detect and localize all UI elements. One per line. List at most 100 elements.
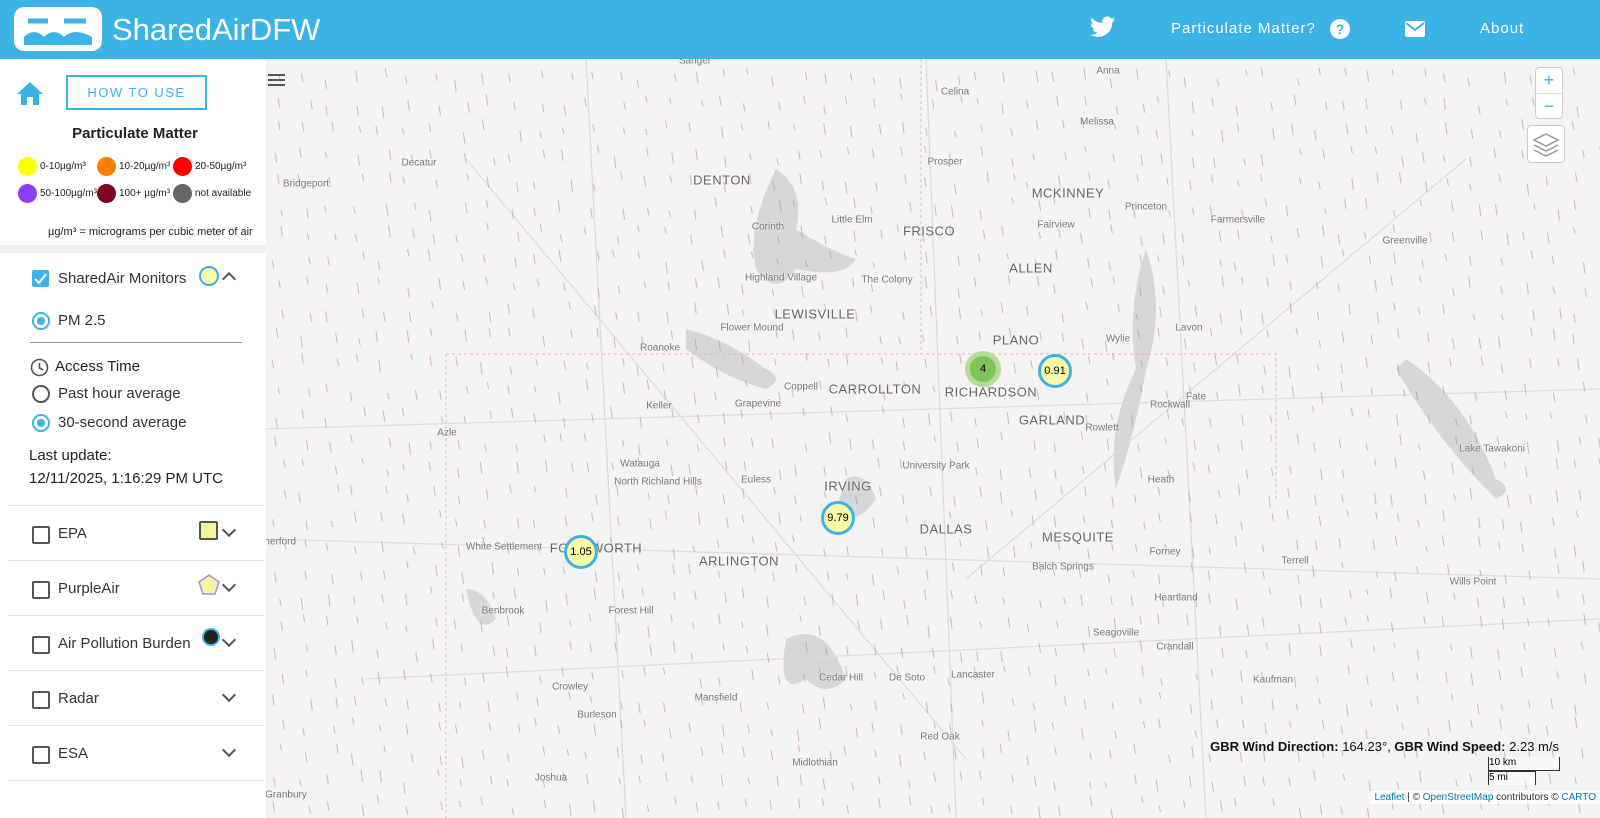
checkbox[interactable] xyxy=(32,581,50,599)
layers-control[interactable] xyxy=(1527,125,1565,163)
map[interactable]: Sanger Anna Celina Melissa Decatur Prosper DEN… xyxy=(266,59,1600,818)
wind-arrow xyxy=(331,121,334,132)
wind-arrow xyxy=(753,562,756,573)
option-label[interactable]: 30-second average xyxy=(58,414,187,431)
wind-arrow xyxy=(306,233,310,240)
wind-arrow xyxy=(690,234,693,245)
layer-label[interactable]: Radar xyxy=(58,690,99,707)
wind-arrow xyxy=(1478,204,1482,217)
wind-arrow xyxy=(1039,600,1042,609)
wind-arrow xyxy=(1364,125,1368,134)
brand[interactable]: SharedAirDFW xyxy=(112,12,321,47)
checkbox[interactable] xyxy=(32,691,50,709)
wind-arrow xyxy=(1584,288,1588,298)
wind-arrow xyxy=(1299,595,1302,607)
mail-icon[interactable] xyxy=(1405,21,1425,37)
wind-arrow xyxy=(766,596,769,608)
wind-arrow xyxy=(821,180,825,191)
wind-arrow xyxy=(1104,668,1108,675)
wind-arrow xyxy=(325,383,328,392)
wind-arrow xyxy=(1571,121,1575,130)
wind-arrow xyxy=(1103,463,1107,472)
monitor-marker[interactable]: 4 xyxy=(965,351,1001,387)
wind-arrow xyxy=(745,68,749,75)
wind-arrow xyxy=(900,93,903,100)
menu-icon[interactable] xyxy=(266,71,288,89)
wind-arrow xyxy=(1182,800,1186,808)
option-label[interactable]: Past hour average xyxy=(58,385,181,402)
checkbox[interactable] xyxy=(32,636,50,654)
checkbox[interactable] xyxy=(32,526,50,544)
layer-label[interactable]: ESA xyxy=(58,745,89,762)
nav-link[interactable]: Particulate Matter? xyxy=(1171,20,1316,37)
wind-arrow xyxy=(981,719,984,727)
link[interactable]: Leaflet xyxy=(1374,792,1405,803)
how-to-use-button[interactable]: HOW TO USE xyxy=(66,75,207,110)
wind-arrow xyxy=(1158,805,1161,813)
wind-arrow xyxy=(1192,157,1195,169)
wind-arrow xyxy=(1313,442,1316,452)
wind-arrow xyxy=(1553,647,1557,658)
zoom-in[interactable]: + xyxy=(1536,68,1562,94)
wind-arrow xyxy=(845,413,848,422)
wind-arrow xyxy=(1000,651,1003,662)
layer-label[interactable]: PurpleAir xyxy=(58,580,120,597)
expand-icon[interactable] xyxy=(221,632,237,648)
radio-checked[interactable] xyxy=(32,414,50,432)
wind-arrow xyxy=(1263,365,1266,375)
wind-arrow xyxy=(592,124,595,133)
checkbox[interactable] xyxy=(32,746,50,764)
wind-arrow xyxy=(927,625,930,638)
legend-label: 50-100µg/m³ xyxy=(40,188,97,199)
layer-label[interactable]: EPA xyxy=(58,525,87,542)
wind-arrow xyxy=(543,434,546,443)
wind-arrow xyxy=(1289,720,1292,728)
wind-arrow xyxy=(438,702,441,712)
wind-arrow xyxy=(1156,95,1160,103)
radio[interactable] xyxy=(32,385,50,403)
wind-arrow xyxy=(1181,418,1185,426)
monitor-marker[interactable]: 0.91 xyxy=(1038,354,1072,388)
wind-arrow xyxy=(791,389,795,398)
collapse-icon[interactable] xyxy=(221,271,237,287)
nav-link[interactable]: About xyxy=(1480,20,1525,37)
wind-arrow xyxy=(802,407,805,416)
link[interactable]: CARTO xyxy=(1561,792,1596,803)
place-label: CARROLLTON xyxy=(828,381,922,397)
wind-arrow xyxy=(1110,413,1113,421)
layer-label[interactable]: Air Pollution Burden xyxy=(58,635,191,652)
layer-label[interactable]: SharedAir Monitors xyxy=(58,270,187,287)
monitor-marker[interactable]: 9.79 xyxy=(821,501,855,535)
checkbox-checked[interactable] xyxy=(32,270,49,287)
wind-arrow xyxy=(1520,667,1523,678)
expand-icon[interactable] xyxy=(221,577,237,593)
logo xyxy=(14,7,102,51)
wind-arrow xyxy=(1341,249,1345,257)
wind-arrow xyxy=(845,327,848,339)
pollutant-label[interactable]: PM 2.5 xyxy=(58,312,106,329)
wind-arrow xyxy=(1297,78,1300,86)
wind-arrow xyxy=(1319,598,1323,608)
wind-arrow xyxy=(507,303,511,315)
expand-icon[interactable] xyxy=(221,522,237,538)
wind-arrow xyxy=(956,335,959,345)
wind-arrow xyxy=(1033,720,1037,732)
monitor-marker[interactable]: 1.05 xyxy=(564,535,598,569)
wind-arrow xyxy=(933,772,936,782)
wind-arrow xyxy=(453,619,457,629)
wind-arrow xyxy=(824,197,828,206)
wind-arrow xyxy=(335,332,338,343)
wind-arrow xyxy=(1289,281,1292,291)
home-icon[interactable] xyxy=(16,81,44,105)
wind-arrow xyxy=(1032,153,1036,161)
radio-checked[interactable] xyxy=(32,312,50,330)
twitter-icon[interactable] xyxy=(1090,16,1116,38)
wind-arrow xyxy=(1007,617,1011,628)
expand-icon[interactable] xyxy=(221,742,237,758)
help-icon[interactable]: ? xyxy=(1330,19,1350,39)
zoom-out[interactable]: − xyxy=(1543,96,1555,116)
link[interactable]: OpenStreetMap xyxy=(1422,792,1494,803)
wind-arrow xyxy=(1416,695,1419,704)
expand-icon[interactable] xyxy=(221,687,237,703)
wind-arrow xyxy=(819,380,822,390)
